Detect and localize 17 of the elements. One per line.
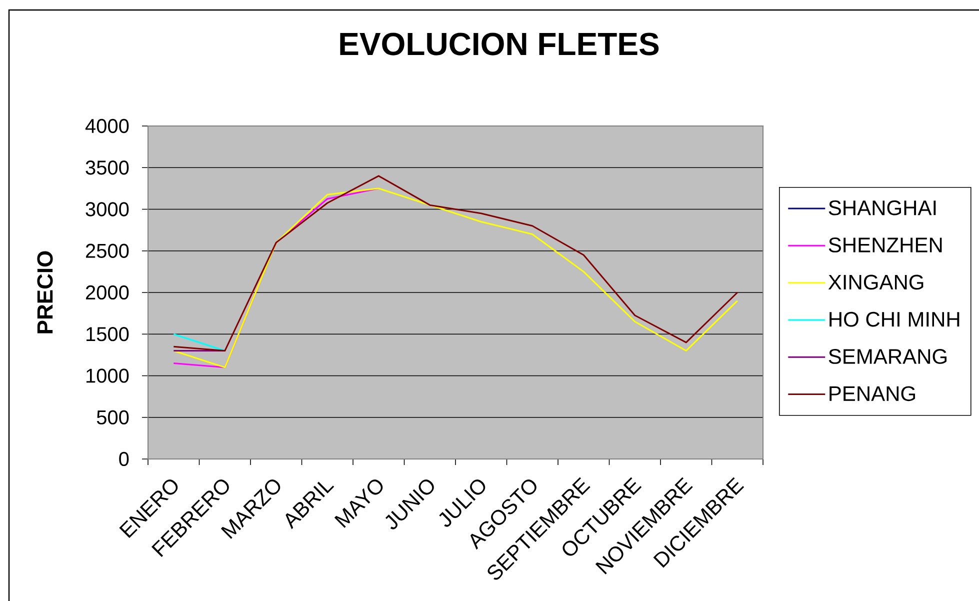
y-tick-label: 500 <box>96 410 129 424</box>
y-axis-title: PRECIO <box>37 251 53 334</box>
legend-label: HO CHI MINH <box>830 312 960 327</box>
y-tick-label: 2000 <box>86 285 129 300</box>
y-tick-label: 0 <box>119 452 129 466</box>
legend-label: SEMARANG <box>828 349 946 364</box>
y-tick-label: 3000 <box>86 202 129 216</box>
y-tick-label: 1000 <box>86 368 129 383</box>
legend-label: PENANG <box>830 386 915 402</box>
y-tick-label: 4000 <box>85 118 129 134</box>
y-tick-label: 2500 <box>86 244 129 258</box>
y-tick-label: 3500 <box>86 160 129 175</box>
legend-label: SHENZHEN <box>828 238 942 252</box>
y-tick-label: 1500 <box>86 327 129 342</box>
legend-label: SHANGHAI <box>828 200 936 216</box>
chart-title: EVOLUCION FLETES <box>340 32 659 56</box>
legend-label: XINGANG <box>828 274 924 290</box>
